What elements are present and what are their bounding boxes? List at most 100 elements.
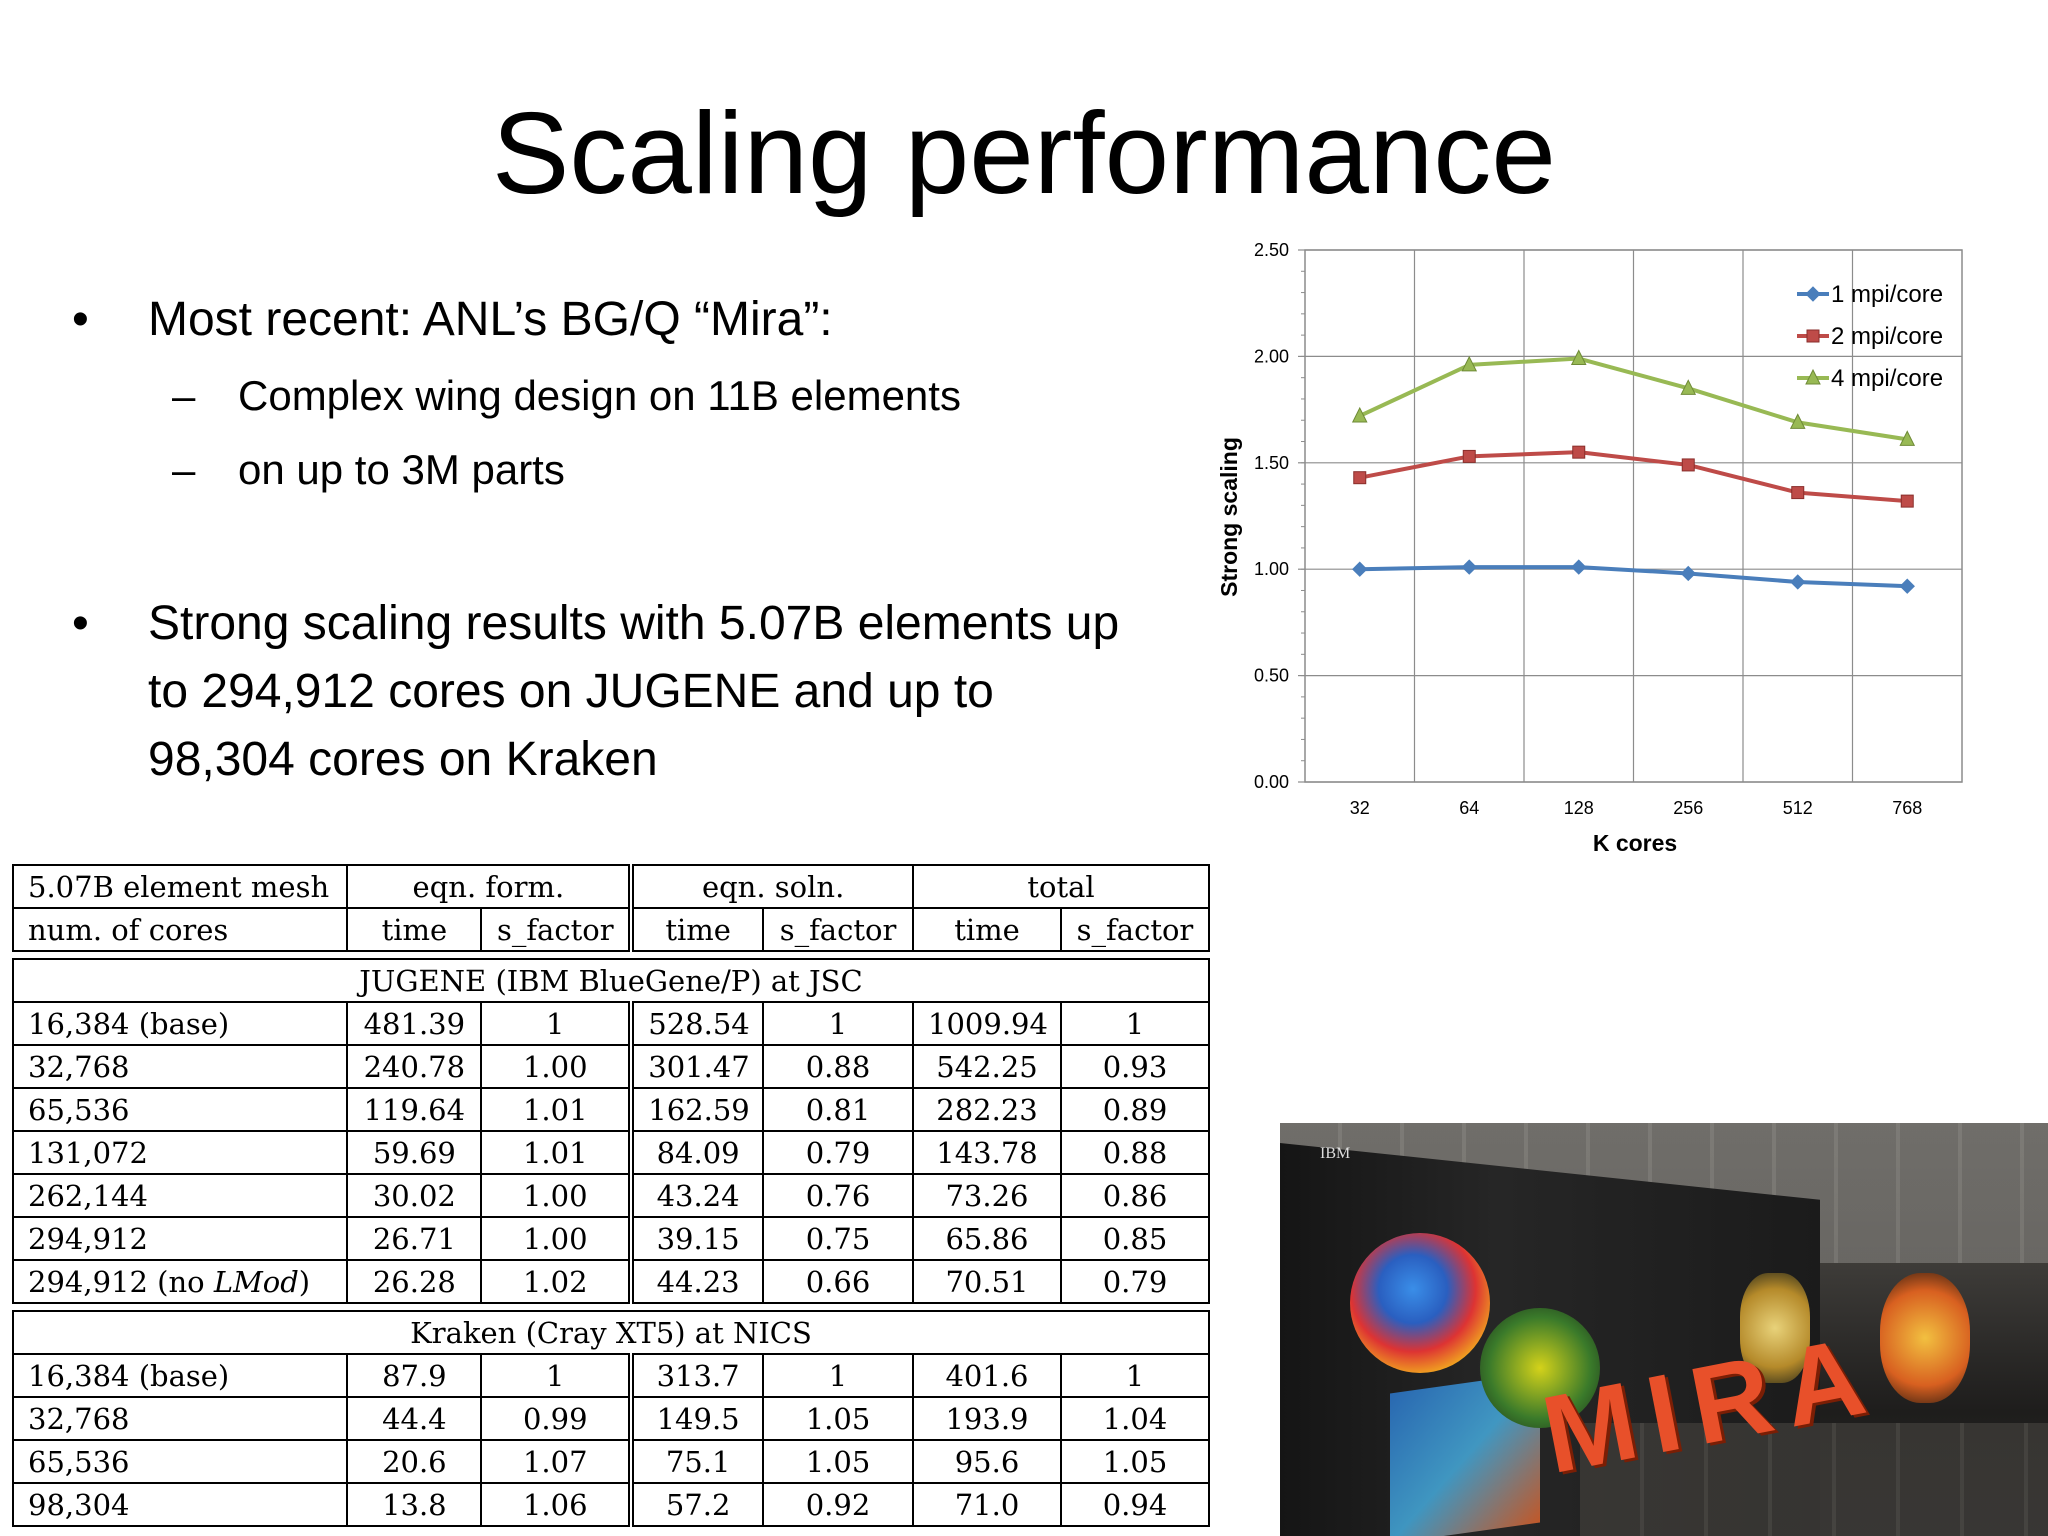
section-title: Kraken (Cray XT5) at NICS — [12, 1310, 1210, 1355]
chart-legend: 1 mpi/core 2 mpi/core 4 mpi/core — [1797, 281, 1943, 392]
cell-form-time: 26.28 — [346, 1259, 483, 1304]
cell-soln-time: 75.1 — [628, 1439, 764, 1484]
cell-total-time: 193.9 — [912, 1396, 1062, 1441]
cell-total-time: 65.86 — [912, 1216, 1062, 1261]
x-axis-title: K cores — [1593, 830, 1677, 856]
cell-form-s-factor: 1 — [480, 1353, 633, 1398]
cell-soln-s-factor: 1 — [761, 1353, 915, 1398]
header-time: time — [912, 907, 1062, 952]
cell-total-time: 71.0 — [912, 1482, 1062, 1527]
cell-soln-time: 301.47 — [628, 1044, 764, 1089]
photo-artwork-orb — [1480, 1308, 1600, 1428]
cell-cores: 16,384 (base) — [11, 1353, 349, 1398]
cell-soln-time: 39.15 — [628, 1216, 764, 1261]
table-row: 131,072 59.69 1.01 84.09 0.79 143.78 0.88 — [11, 1130, 1211, 1175]
data-point — [1789, 413, 1806, 429]
cell-total-s-factor: 0.79 — [1059, 1259, 1211, 1304]
cell-total-s-factor: 1 — [1059, 1353, 1211, 1398]
table-row: 262,144 30.02 1.00 43.24 0.76 73.26 0.86 — [11, 1173, 1211, 1218]
cell-form-time: 481.39 — [346, 1001, 483, 1046]
section-header-row: Kraken (Cray XT5) at NICS — [12, 1310, 1210, 1355]
cell-cores: 65,536 — [11, 1439, 349, 1484]
cell-form-s-factor: 1 — [480, 1001, 633, 1046]
data-point — [1572, 445, 1586, 459]
cell-form-s-factor: 1.00 — [480, 1216, 633, 1261]
chart-grid — [1304, 249, 1963, 783]
bullet-text: Most recent: ANL’s BG/Q “Mira”: — [148, 293, 833, 346]
data-point — [1681, 458, 1695, 472]
section-spacer — [13, 1303, 1209, 1311]
data-point — [1461, 355, 1478, 372]
cell-form-time: 30.02 — [346, 1173, 483, 1218]
bullet-glyph: • — [72, 597, 89, 650]
cell-total-s-factor: 0.85 — [1059, 1216, 1211, 1261]
sub-bullet-text: on up to 3M parts — [238, 446, 565, 493]
legend-item: 2 mpi/core — [1797, 323, 1943, 350]
cell-total-s-factor: 1 — [1059, 1001, 1211, 1046]
cell-form-time: 119.64 — [346, 1087, 483, 1132]
cell-cores: 16,384 (base) — [11, 1001, 349, 1046]
bullet-glyph: • — [72, 293, 89, 346]
cell-form-time: 240.78 — [346, 1044, 483, 1089]
bullet-text-line-1: Strong scaling results with 5.07B elemen… — [148, 597, 1120, 650]
cell-soln-time: 57.2 — [628, 1482, 764, 1527]
data-point — [1899, 430, 1916, 446]
cell-form-time: 59.69 — [346, 1130, 483, 1175]
data-point — [1461, 559, 1477, 575]
y-tick-label: 2.50 — [1254, 240, 1289, 260]
cell-form-s-factor: 1.00 — [480, 1173, 633, 1218]
cell-total-s-factor: 1.05 — [1059, 1439, 1211, 1484]
data-point — [1571, 559, 1587, 575]
table-row: 16,384 (base) 481.39 1 528.54 1 1009.94 1 — [11, 1001, 1211, 1046]
cell-soln-s-factor: 0.66 — [761, 1259, 915, 1304]
series-line — [1359, 450, 1908, 504]
section-spacer-cell — [13, 1303, 1209, 1311]
mira-supercomputer-photo: IBM MIRA — [1280, 1123, 2048, 1536]
section-spacer-cell — [13, 951, 1209, 959]
legend-label: 4 mpi/core — [1831, 365, 1943, 392]
series-1 — [1352, 559, 1915, 594]
photo-artwork-jellyfish — [1350, 1233, 1490, 1373]
series-2 — [1353, 445, 1914, 508]
cell-form-time: 26.71 — [346, 1216, 483, 1261]
cell-total-time: 401.6 — [912, 1353, 1062, 1398]
cell-total-s-factor: 0.88 — [1059, 1130, 1211, 1175]
x-tick-label: 64 — [1459, 798, 1479, 818]
cell-total-time: 1009.94 — [912, 1001, 1062, 1046]
cell-form-time: 13.8 — [346, 1482, 483, 1527]
sub-bullet-dash: – — [172, 446, 196, 493]
photo-artwork-orb — [1880, 1273, 1970, 1403]
header-eqn-soln: eqn. soln. — [628, 864, 915, 909]
data-point — [1570, 349, 1587, 366]
cell-total-s-factor: 0.89 — [1059, 1087, 1211, 1132]
y-tick-label: 1.00 — [1254, 559, 1289, 579]
cell-total-time: 73.26 — [912, 1173, 1062, 1218]
header-time: time — [628, 907, 764, 952]
y-tick-label: 2.00 — [1254, 346, 1289, 366]
cell-form-time: 44.4 — [346, 1396, 483, 1441]
header-s-factor: s_factor — [480, 907, 633, 952]
cell-total-s-factor: 1.04 — [1059, 1396, 1211, 1441]
section-header-row: JUGENE (IBM BlueGene/P) at JSC — [12, 958, 1210, 1003]
data-point — [1351, 406, 1368, 423]
bullet-2: • Strong scaling results with 5.07B elem… — [72, 590, 1222, 800]
cell-cores: 262,144 — [11, 1173, 349, 1218]
y-axis-title: Strong scaling — [1216, 437, 1242, 597]
data-point — [1899, 578, 1915, 594]
legend-item: 1 mpi/core — [1797, 281, 1943, 308]
y-tick-label: 0.50 — [1254, 666, 1289, 686]
cell-form-s-factor: 1.02 — [480, 1259, 633, 1304]
header-time: time — [346, 907, 483, 952]
x-tick-label: 32 — [1350, 798, 1370, 818]
x-tick-label: 128 — [1564, 798, 1594, 818]
header-row-2: num. of cores time s_factor time s_facto… — [11, 907, 1211, 952]
cell-soln-time: 43.24 — [628, 1173, 764, 1218]
strong-scaling-chart: 0.00 0.50 1.00 1.50 2.00 2.50 32 64 128 256 512 768… — [1216, 240, 1963, 856]
table-row: 294,912 26.71 1.00 39.15 0.75 65.86 0.85 — [11, 1216, 1211, 1261]
cell-soln-s-factor: 1.05 — [761, 1439, 915, 1484]
cell-cores: 294,912 (no LMod) — [11, 1259, 349, 1304]
header-eqn-form: eqn. form. — [346, 864, 633, 909]
header-total: total — [912, 864, 1210, 909]
data-point — [1791, 486, 1805, 500]
legend-marker — [1806, 329, 1820, 343]
